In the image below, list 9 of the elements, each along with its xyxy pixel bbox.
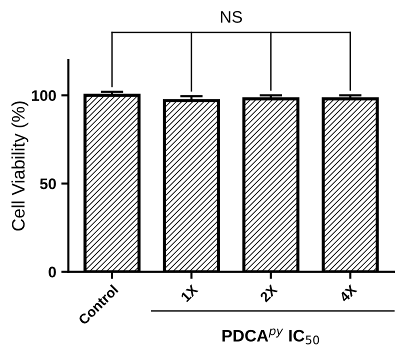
x-axis-title: PDCA$^{py}$ IC$_{50}$	[222, 328, 320, 344]
x-tick-label: 4X	[338, 284, 358, 303]
y-tick-label: 50	[40, 178, 56, 190]
x-tick-label: 2X	[259, 284, 278, 302]
y-axis-title: Cell Viability (%)	[11, 101, 28, 231]
y-tick-label: 100	[32, 90, 56, 101]
x-tick-label: 1X	[180, 284, 198, 302]
y-tick-label: 0	[48, 266, 56, 278]
text: NS	[220, 11, 242, 23]
